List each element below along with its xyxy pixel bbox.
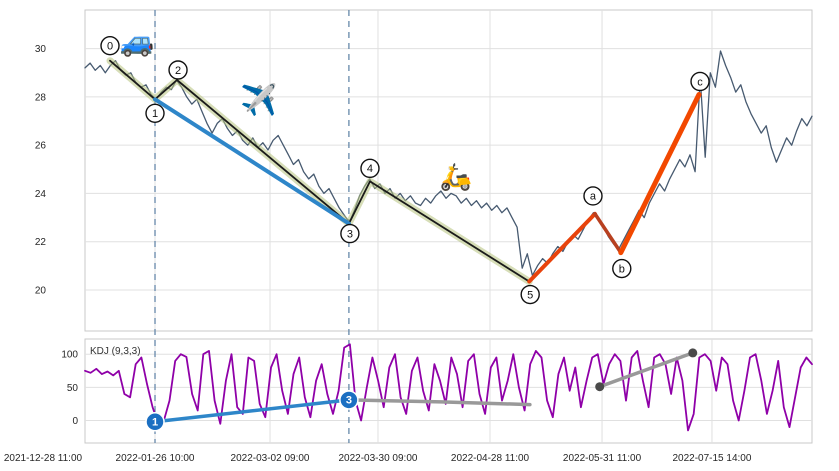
price-ytick-label: 28 (35, 92, 47, 103)
price-ytick-label: 24 (35, 189, 47, 200)
airplane-emoji: ✈️ (240, 81, 277, 117)
impulse-wave-core (109, 59, 531, 283)
car-emoji: 🚙 (120, 26, 155, 58)
price-ytick-label: 20 (35, 285, 47, 296)
price-line-series (84, 50, 813, 277)
kdj-line-1-3 (153, 398, 351, 424)
kdj-marker-label-1: 1 (152, 417, 158, 429)
x-axis-date-label: 2022-03-02 09:00 (231, 453, 310, 464)
wave-marker-circle-3 (340, 223, 360, 244)
wave-marker-label-a: a (590, 191, 597, 203)
wave-marker-circle-b (612, 258, 632, 279)
wave-marker-circle-a (583, 186, 603, 206)
wave-marker-label-4: 4 (367, 163, 373, 175)
price-ytick-label: 22 (35, 237, 47, 248)
wave-marker-label-0: 0 (107, 40, 113, 52)
kdj-gray-dot-1 (688, 348, 698, 358)
wave-marker-label-2: 2 (175, 65, 181, 77)
kdj-gray-rally (597, 351, 695, 389)
kdj-indicator-label: KDJ (9,3,3) (90, 346, 141, 357)
price-panel (84, 9, 813, 332)
kdj-ytick-label: 0 (72, 416, 78, 427)
x-axis-date-label: 2022-07-15 14:00 (672, 453, 751, 464)
wave-marker-label-1: 1 (152, 108, 158, 120)
wave-marker-label-3: 3 (347, 228, 353, 240)
wave-line-a-b (593, 212, 623, 255)
kdj-marker-circle-3 (339, 390, 359, 410)
kdj-gray-3-5 (347, 398, 532, 407)
kdj-line-series (84, 343, 813, 432)
wave-marker-label-c: c (697, 76, 703, 88)
wave-line-1-3 (153, 97, 351, 226)
kdj-marker-label-3: 3 (346, 395, 352, 407)
wave-marker-label-5: 5 (527, 289, 533, 301)
wave-marker-circle-0 (100, 35, 120, 56)
wave-marker-circle-c (690, 71, 710, 92)
price-ytick-label: 26 (35, 141, 47, 152)
wave-marker-circle-2 (168, 60, 188, 80)
wave-line-5-a (527, 211, 597, 284)
wave-marker-circle-4 (360, 158, 380, 179)
kdj-marker-circle-1 (145, 412, 165, 432)
wave-marker-circle-5 (520, 284, 540, 305)
x-axis-date-label: 2022-03-30 09:00 (338, 453, 417, 464)
price-ytick-label: 30 (35, 44, 47, 55)
wave-marker-circle-1 (145, 103, 165, 124)
x-axis-date-label: 2022-04-28 11:00 (451, 453, 530, 464)
scooter-emoji: 🛵 (440, 162, 472, 193)
kdj-gray-dot-0 (595, 382, 605, 392)
x-axis-date-label: 2021-12-28 11:00 (4, 453, 83, 464)
kdj-ytick-label: 100 (61, 350, 78, 361)
wave-line-b-c (618, 92, 702, 256)
wave-marker-label-b: b (619, 263, 625, 275)
x-axis-date-label: 2022-05-31 11:00 (563, 453, 642, 464)
kdj-ytick-label: 50 (67, 383, 79, 394)
x-axis-date-label: 2022-01-26 10:00 (116, 453, 195, 464)
